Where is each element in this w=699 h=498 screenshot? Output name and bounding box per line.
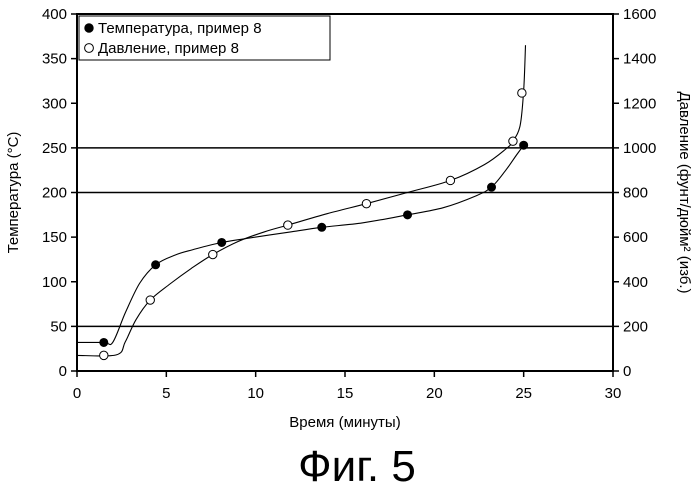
pressure-point	[362, 199, 370, 207]
x-axis-ticks: 0 5 10 15 20 25 30	[73, 371, 622, 402]
temperature-point	[318, 223, 326, 231]
temperature-point	[152, 261, 160, 269]
left-y-tick-label: 200	[42, 185, 67, 202]
right-y-tick-label: 1400	[623, 51, 656, 68]
right-y-tick-label: 1600	[623, 6, 656, 23]
right-y-tick-label: 600	[623, 229, 648, 246]
series-curve	[77, 45, 526, 356]
temperature-point	[488, 183, 496, 191]
pressure-point	[146, 296, 154, 304]
right-y-axis-label: Давление (фунт/дюйм² (изб.)	[676, 91, 693, 293]
temperature-point	[520, 141, 528, 149]
legend-label-pressure: Давление, пример 8	[98, 40, 239, 57]
pressure-point	[284, 221, 292, 229]
legend-marker-pressure	[85, 44, 94, 53]
x-tick-label: 20	[426, 385, 443, 402]
pressure-point	[509, 137, 517, 145]
right-y-tick-label: 200	[623, 318, 648, 335]
x-tick-label: 0	[73, 385, 81, 402]
temperature-point	[218, 238, 226, 246]
right-y-tick-label: 800	[623, 185, 648, 202]
temperature-point	[404, 211, 412, 219]
right-y-tick-label: 0	[623, 363, 631, 380]
legend: Температура, пример 8 Давление, пример 8	[79, 16, 330, 60]
figure-caption: Фиг. 5	[298, 442, 416, 491]
right-y-tick-label: 400	[623, 274, 648, 291]
right-y-tick-label: 1000	[623, 140, 656, 157]
left-y-tick-label: 0	[59, 363, 67, 380]
left-y-tick-label: 50	[50, 318, 67, 335]
x-tick-label: 15	[337, 385, 354, 402]
pressure-point	[518, 89, 526, 97]
x-tick-label: 5	[162, 385, 170, 402]
legend-marker-temperature	[85, 24, 93, 32]
temperature-point	[100, 338, 108, 346]
right-y-axis-ticks: 0 200 400 600 800 1000 1200 1400 1600	[613, 6, 656, 380]
left-y-tick-label: 100	[42, 274, 67, 291]
right-y-tick-label: 1200	[623, 95, 656, 112]
left-y-axis-ticks: 0 50 100 150 200 250 300 350 400	[42, 6, 77, 380]
reference-lines	[77, 148, 613, 327]
x-tick-label: 10	[247, 385, 264, 402]
series-markers	[100, 89, 528, 360]
x-tick-label: 25	[515, 385, 532, 402]
legend-label-temperature: Температура, пример 8	[98, 20, 262, 37]
series-curve	[77, 145, 524, 344]
x-axis-label: Время (минуты)	[289, 414, 400, 431]
x-tick-label: 30	[605, 385, 622, 402]
pressure-point	[446, 176, 454, 184]
left-y-tick-label: 300	[42, 95, 67, 112]
left-y-tick-label: 250	[42, 140, 67, 157]
left-y-axis-label: Температура (°C)	[5, 132, 22, 254]
series-curves	[77, 45, 526, 356]
left-y-tick-label: 350	[42, 51, 67, 68]
pressure-point	[100, 351, 108, 359]
pressure-point	[209, 250, 217, 258]
left-y-tick-label: 400	[42, 6, 67, 23]
left-y-tick-label: 150	[42, 229, 67, 246]
